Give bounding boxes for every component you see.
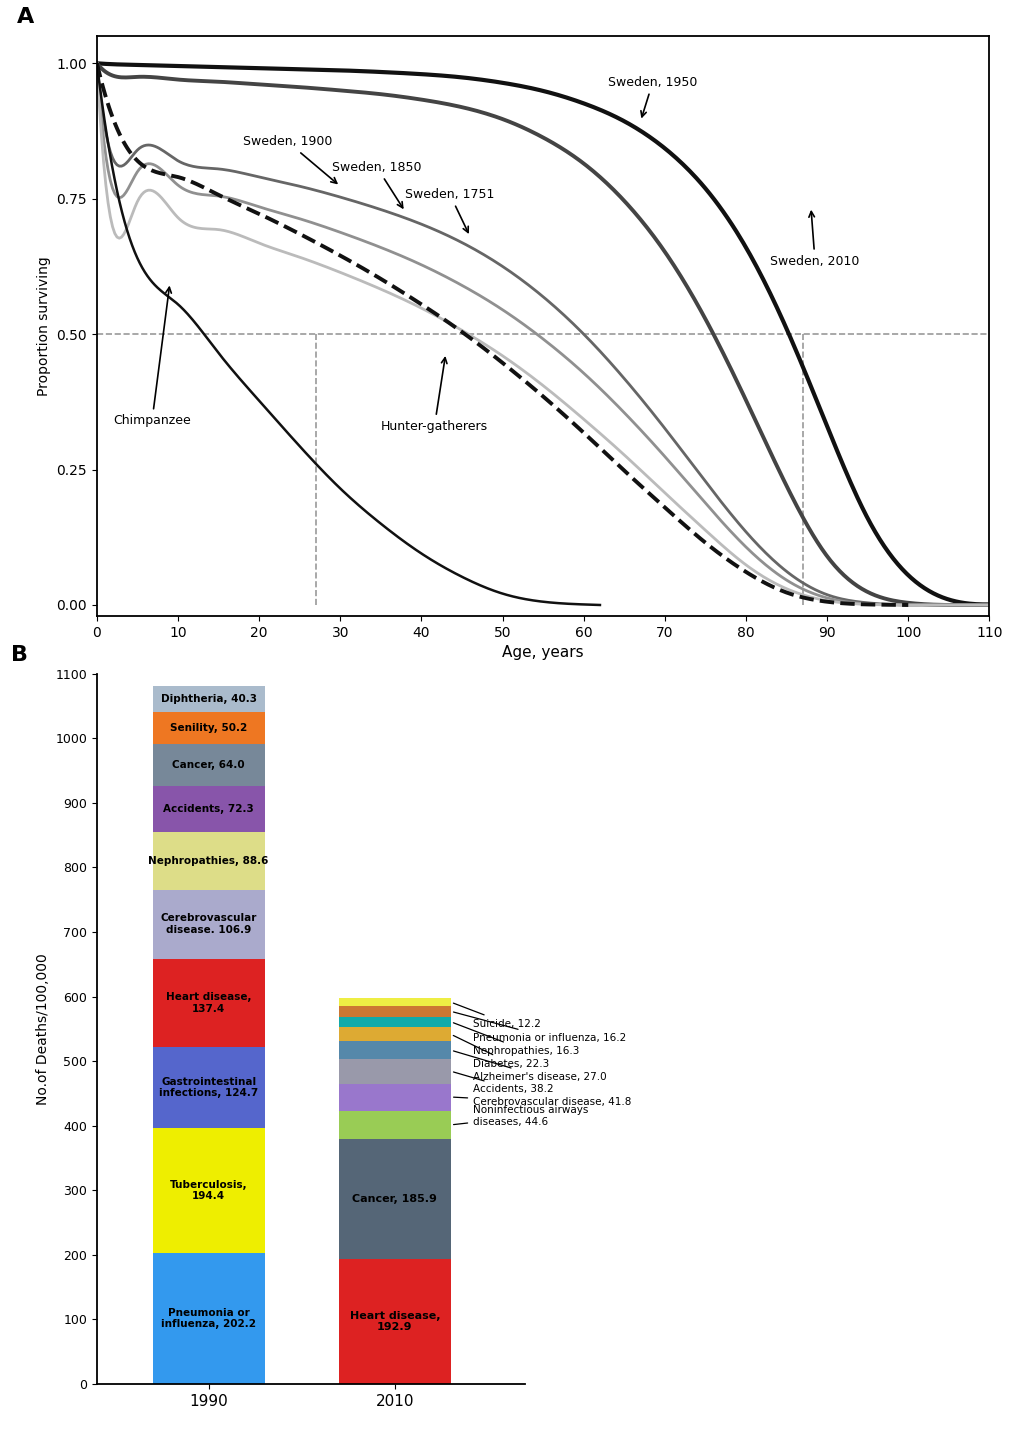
- Bar: [153, 1127, 264, 1253]
- Text: Chimpanzee: Chimpanzee: [113, 287, 191, 427]
- Text: Cancer, 185.9: Cancer, 185.9: [353, 1194, 437, 1204]
- Bar: [153, 711, 264, 745]
- Text: Sweden, 1751: Sweden, 1751: [405, 188, 494, 232]
- Text: Senility, 50.2: Senility, 50.2: [170, 723, 247, 733]
- Bar: [153, 1048, 264, 1127]
- Text: Heart disease,
192.9: Heart disease, 192.9: [350, 1311, 440, 1332]
- Bar: [338, 1027, 450, 1042]
- Text: Pneumonia or
influenza, 202.2: Pneumonia or influenza, 202.2: [161, 1308, 256, 1329]
- Text: Cerebrovascular disease, 41.8: Cerebrovascular disease, 41.8: [453, 1097, 631, 1107]
- X-axis label: Age, years: Age, years: [501, 645, 584, 661]
- Bar: [338, 1084, 450, 1110]
- Bar: [338, 1259, 450, 1384]
- Text: Tuberculosis,
194.4: Tuberculosis, 194.4: [170, 1179, 248, 1201]
- Text: Sweden, 1850: Sweden, 1850: [332, 161, 421, 207]
- Text: Alzheimer's disease, 27.0: Alzheimer's disease, 27.0: [453, 1051, 606, 1081]
- Text: Heart disease,
137.4: Heart disease, 137.4: [166, 993, 251, 1014]
- Text: Diabetes, 22.3: Diabetes, 22.3: [452, 1036, 549, 1069]
- Text: Accidents, 38.2: Accidents, 38.2: [453, 1072, 553, 1094]
- Text: Diphtheria, 40.3: Diphtheria, 40.3: [161, 694, 257, 704]
- Bar: [153, 685, 264, 711]
- Bar: [153, 745, 264, 785]
- Bar: [153, 785, 264, 832]
- Bar: [338, 1017, 450, 1027]
- Bar: [153, 832, 264, 890]
- Bar: [153, 890, 264, 959]
- Text: Suicide, 12.2: Suicide, 12.2: [452, 1003, 540, 1029]
- Bar: [338, 1059, 450, 1084]
- Bar: [338, 1006, 450, 1017]
- Text: A: A: [16, 7, 34, 28]
- Bar: [153, 1253, 264, 1384]
- Text: B: B: [11, 645, 29, 665]
- Text: Hunter-gatherers: Hunter-gatherers: [380, 358, 487, 433]
- Text: Gastrointestinal
infections, 124.7: Gastrointestinal infections, 124.7: [159, 1077, 258, 1098]
- Y-axis label: No.of Deaths/100,000: No.of Deaths/100,000: [36, 953, 50, 1104]
- Text: Cerebrovascular
disease. 106.9: Cerebrovascular disease. 106.9: [160, 913, 257, 935]
- Y-axis label: Proportion surviving: Proportion surviving: [37, 256, 51, 396]
- Bar: [338, 1139, 450, 1259]
- Text: Sweden, 2010: Sweden, 2010: [769, 212, 859, 268]
- Text: Cancer, 64.0: Cancer, 64.0: [172, 761, 245, 769]
- Text: Noninfectious airways
diseases, 44.6: Noninfectious airways diseases, 44.6: [453, 1106, 588, 1127]
- Text: Accidents, 72.3: Accidents, 72.3: [163, 804, 254, 814]
- Text: Pneumonia or influenza, 16.2: Pneumonia or influenza, 16.2: [453, 1011, 626, 1043]
- Text: Sweden, 1950: Sweden, 1950: [607, 75, 697, 117]
- Text: Nephropathies, 88.6: Nephropathies, 88.6: [149, 856, 269, 867]
- Bar: [338, 1042, 450, 1059]
- Text: Nephropathies, 16.3: Nephropathies, 16.3: [452, 1023, 579, 1056]
- Bar: [338, 998, 450, 1006]
- Bar: [153, 959, 264, 1048]
- Bar: [338, 1110, 450, 1139]
- Text: Sweden, 1900: Sweden, 1900: [243, 135, 336, 183]
